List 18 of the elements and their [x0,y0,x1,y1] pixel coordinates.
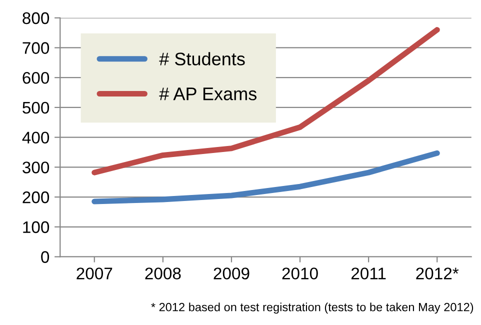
y-tick-label: 200 [22,191,50,204]
y-tick-label: 800 [22,12,50,24]
y-tick-label: 500 [22,102,50,114]
y-tick-label: 600 [22,72,50,84]
x-tick-label: 2010 [282,268,318,280]
x-tick-label: 2012* [416,268,459,280]
x-tick-label: 2009 [214,268,250,280]
x-tick-label: 2008 [145,268,181,280]
legend-label: # Students [159,52,245,66]
y-tick-label: 700 [22,42,50,54]
x-tick-label: 2011 [351,268,386,280]
legend-label: # AP Exams [159,88,257,100]
y-tick-label: 0 [41,251,50,263]
y-tick-label: 300 [22,162,50,174]
y-tick-label: 400 [22,132,50,144]
text: * 2012 based on test registration (tests to be taken May 2012) [151,302,474,314]
y-tick-label: 100 [23,221,50,234]
x-tick-label: 2007 [76,268,112,280]
